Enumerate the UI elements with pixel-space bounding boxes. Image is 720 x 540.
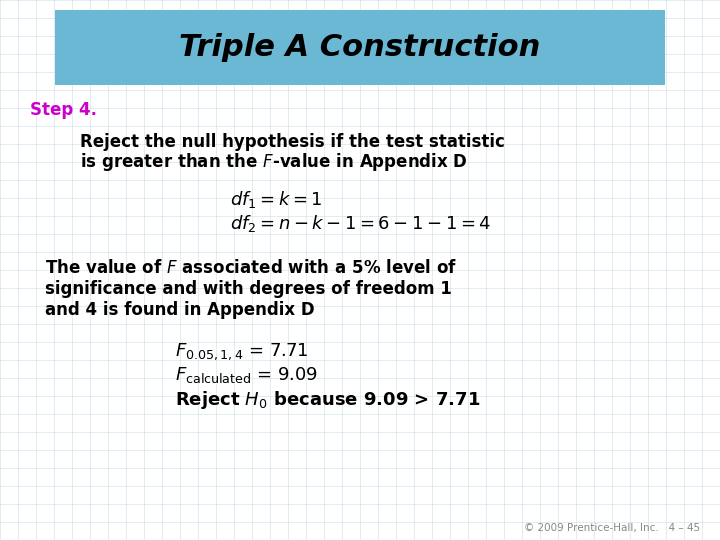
Text: significance and with degrees of freedom 1: significance and with degrees of freedom…	[45, 280, 452, 298]
Text: The value of $\it{F}$ associated with a 5% level of: The value of $\it{F}$ associated with a …	[45, 259, 457, 277]
Text: Reject the null hypothesis if the test statistic: Reject the null hypothesis if the test s…	[80, 133, 505, 151]
Text: Triple A Construction: Triple A Construction	[179, 33, 541, 63]
Text: and 4 is found in Appendix D: and 4 is found in Appendix D	[45, 301, 315, 319]
Text: Reject $\mathit{H}_0$ because 9.09 > 7.71: Reject $\mathit{H}_0$ because 9.09 > 7.7…	[175, 389, 480, 411]
Text: is greater than the $\it{F}$-value in Appendix D: is greater than the $\it{F}$-value in Ap…	[80, 151, 468, 173]
Text: $\mathit{df}_2 = \mathit{n} - \mathit{k} - 1 = 6 - 1 - 1 = 4$: $\mathit{df}_2 = \mathit{n} - \mathit{k}…	[230, 213, 491, 234]
Text: $\mathit{df}_1 = \mathit{k} = 1$: $\mathit{df}_1 = \mathit{k} = 1$	[230, 190, 323, 211]
Text: © 2009 Prentice-Hall, Inc.   4 – 45: © 2009 Prentice-Hall, Inc. 4 – 45	[524, 523, 700, 533]
Text: Step 4.: Step 4.	[30, 101, 97, 119]
Text: $\mathit{F}_{\mathrm{calculated}}$ = 9.09: $\mathit{F}_{\mathrm{calculated}}$ = 9.0…	[175, 365, 318, 385]
FancyBboxPatch shape	[55, 10, 665, 85]
Text: $\mathit{F}_{0.05,1,4}$ = 7.71: $\mathit{F}_{0.05,1,4}$ = 7.71	[175, 342, 308, 362]
